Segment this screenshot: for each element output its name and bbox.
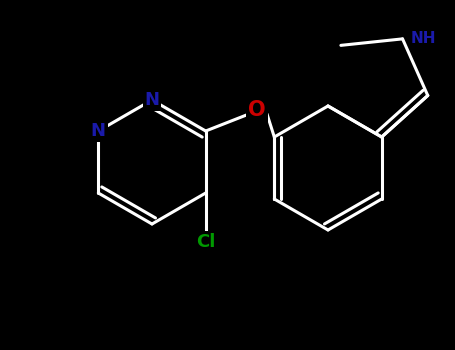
Text: Cl: Cl — [196, 233, 215, 251]
Text: N: N — [91, 122, 106, 140]
Text: N: N — [145, 91, 160, 109]
Text: NH: NH — [410, 32, 436, 46]
Text: O: O — [248, 100, 266, 120]
